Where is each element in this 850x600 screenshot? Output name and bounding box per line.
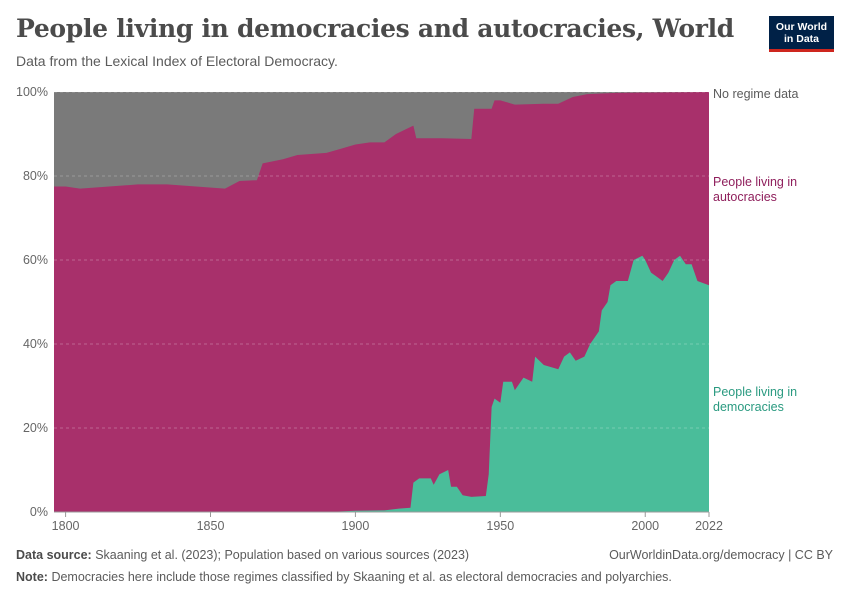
note-line: Note: Democracies here include those reg… [16,570,672,584]
y-tick-label: 100% [16,85,48,99]
chart-title: People living in democracies and autocra… [16,14,734,43]
data-source-line: Data source: Skaaning et al. (2023); Pop… [16,548,469,562]
note-text: Democracies here include those regimes c… [51,570,672,584]
series-label-line: democracies [713,400,784,414]
data-source-text[interactable]: Skaaning et al. (2023); Population based… [95,548,470,562]
x-tick-label: 1900 [342,519,370,533]
x-tick-label: 2022 [695,519,723,533]
series-label-line: People living in [713,385,797,399]
series-label-line: autocracies [713,190,777,204]
y-tick-label: 60% [23,253,48,267]
data-source-label: Data source: [16,548,92,562]
x-tick-label: 1850 [197,519,225,533]
series-label-line: No regime data [713,87,799,101]
x-tick-label: 1950 [486,519,514,533]
y-tick-label: 20% [23,421,48,435]
owid-logo[interactable]: Our World in Data [769,16,834,52]
area-people-living-in-democracies [54,255,709,513]
y-tick-label: 40% [23,337,48,351]
source-url-link[interactable]: OurWorldinData.org/democracy | CC BY [609,548,833,562]
series-label-line: People living in [713,175,797,189]
logo-line-2: in Data [783,33,819,45]
x-tick-label: 2000 [631,519,659,533]
chart-subtitle: Data from the Lexical Index of Electoral… [16,53,338,69]
x-tick-label: 1800 [52,519,80,533]
y-tick-label: 0% [30,505,48,519]
y-tick-label: 80% [23,169,48,183]
note-label: Note: [16,570,48,584]
logo-line-1: Our World [775,21,828,33]
